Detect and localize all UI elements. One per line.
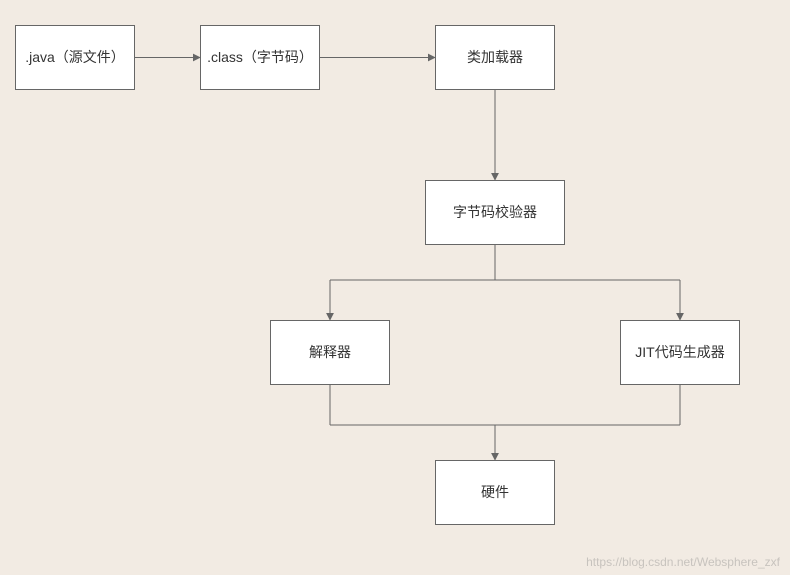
node-interpreter: 解释器 bbox=[270, 320, 390, 385]
node-label: 类加载器 bbox=[467, 48, 523, 68]
node-classloader: 类加载器 bbox=[435, 25, 555, 90]
watermark: https://blog.csdn.net/Websphere_zxf bbox=[586, 555, 780, 569]
node-jit-generator: JIT代码生成器 bbox=[620, 320, 740, 385]
node-label: JIT代码生成器 bbox=[635, 343, 724, 363]
node-label: 硬件 bbox=[481, 483, 509, 503]
node-label: 字节码校验器 bbox=[453, 203, 537, 223]
node-label: .java（源文件） bbox=[25, 48, 125, 68]
node-java-source: .java（源文件） bbox=[15, 25, 135, 90]
node-label: .class（字节码） bbox=[207, 48, 313, 68]
node-verifier: 字节码校验器 bbox=[425, 180, 565, 245]
node-label: 解释器 bbox=[309, 343, 351, 363]
node-class-bytecode: .class（字节码） bbox=[200, 25, 320, 90]
node-hardware: 硬件 bbox=[435, 460, 555, 525]
